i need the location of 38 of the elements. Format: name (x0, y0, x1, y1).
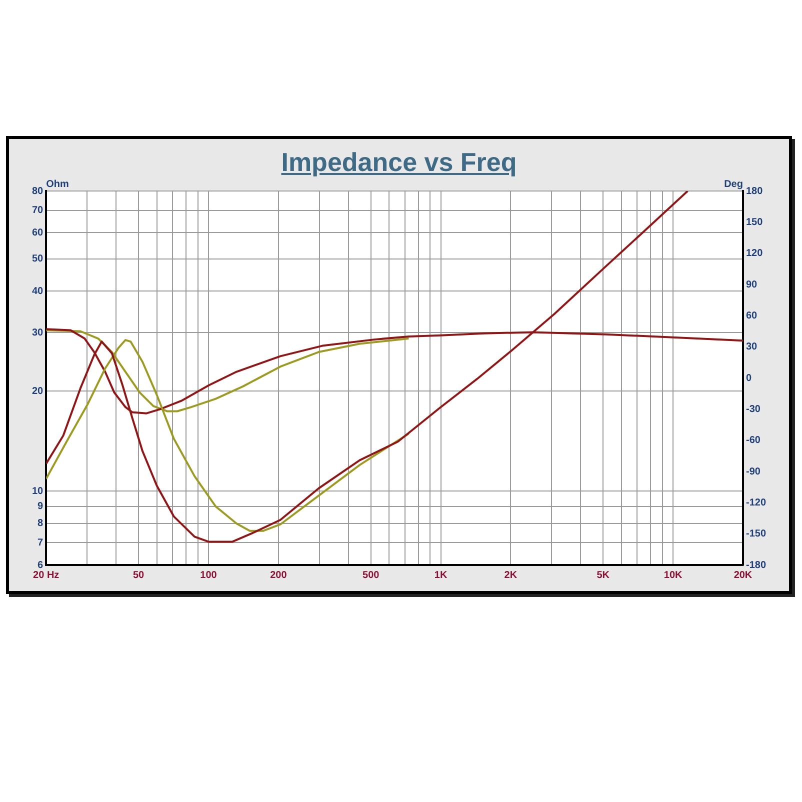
y2-tick-label: 0 (746, 372, 752, 384)
y2-axis-title: Deg (724, 178, 743, 190)
y2-tick-label: 150 (746, 216, 764, 228)
x-tick-label: 10K (664, 570, 684, 581)
y2-tick-label: -180 (746, 560, 766, 571)
y-axis-title: Ohm (46, 178, 70, 190)
y-tick-label: 9 (38, 501, 44, 512)
x-tick-label: 1K (434, 570, 448, 581)
y2-tick-label: 30 (746, 342, 758, 353)
y2-tick-label: -30 (746, 404, 761, 415)
y-tick-label: 80 (32, 186, 44, 197)
y2-tick-label: -120 (746, 497, 766, 508)
y-tick-label: 8 (38, 518, 44, 530)
y-tick-label: 50 (32, 254, 44, 265)
y-tick-label: 60 (32, 227, 44, 238)
x-tick-label: 20 Hz (33, 570, 60, 581)
x-tick-label: 2K (504, 570, 518, 581)
y-tick-label: 40 (32, 286, 44, 297)
y2-tick-label: 120 (746, 248, 764, 260)
chart-title: Impedance vs Freq (281, 147, 517, 177)
y2-tick-label: -60 (746, 435, 761, 446)
y-tick-label: 7 (38, 537, 44, 548)
y-tick-label: 10 (32, 486, 44, 497)
x-tick-label: 500 (362, 570, 380, 581)
x-tick-label: 5K (596, 570, 610, 581)
y2-tick-label: 60 (746, 310, 758, 322)
y2-tick-label: -150 (746, 528, 766, 540)
x-tick-label: 100 (200, 570, 218, 581)
x-tick-label: 50 (132, 570, 145, 581)
y-tick-label: 30 (32, 327, 44, 338)
x-tick-label: 200 (270, 570, 288, 581)
y2-tick-label: 90 (746, 279, 758, 290)
y-tick-label: 70 (32, 205, 44, 216)
y-tick-label: 6 (38, 560, 44, 571)
y-tick-label: 20 (32, 386, 44, 397)
y2-tick-label: -90 (746, 466, 761, 478)
x-tick-label: 20K (734, 570, 753, 581)
y2-tick-label: 180 (746, 186, 764, 197)
